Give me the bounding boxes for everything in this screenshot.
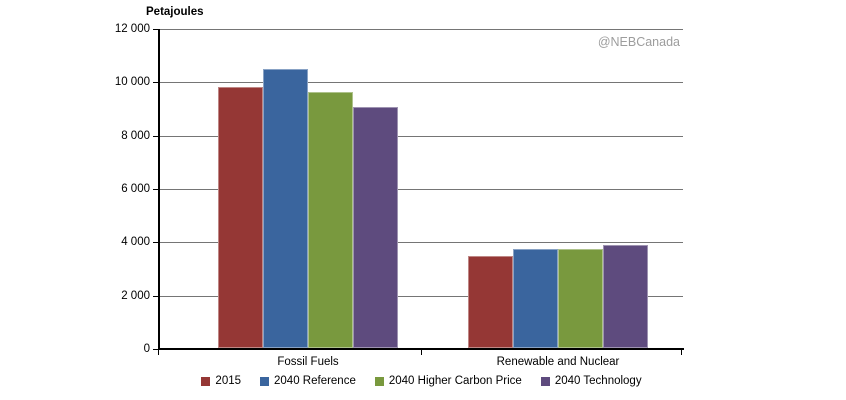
y-axis-tick-label: 6 000: [121, 182, 150, 195]
y-axis-tick: [153, 29, 158, 30]
bar: [353, 106, 398, 348]
legend-item: 2015: [201, 375, 241, 387]
gridline: [160, 135, 683, 137]
gridline: [160, 295, 683, 297]
legend-label: 2040 Reference: [274, 375, 356, 387]
x-axis-tick: [421, 350, 422, 355]
y-axis-tick-label: 10 000: [114, 75, 150, 88]
bar: [558, 249, 603, 348]
plot-area: 0 2 000 4 000 6 000 8 000 10 000 12 000 Fossil …: [115, 23, 684, 368]
y-axis-tick-label: 4 000: [121, 235, 150, 248]
bar: [218, 86, 263, 348]
legend-swatch-icon: [374, 376, 384, 386]
y-axis-tick: [153, 189, 158, 190]
category-label: Renewable and Nuclear: [496, 356, 620, 368]
watermark-text: @NEBCanada: [597, 35, 680, 49]
y-axis-tick-label: 0: [143, 342, 150, 355]
legend: 2015 2040 Reference 2040 Higher Carbon Pri…: [160, 375, 683, 387]
y-axis-tick-label: 2 000: [121, 289, 150, 302]
legend-label: 2015: [215, 375, 242, 387]
gridline: [160, 81, 683, 83]
y-axis-tick-label: 8 000: [121, 129, 150, 142]
legend-item: 2040 Technology: [540, 375, 642, 387]
y-axis-tick: [153, 349, 158, 350]
y-axis-line: [158, 29, 160, 350]
bar: [308, 92, 353, 348]
category-label: Fossil Fuels: [277, 356, 339, 368]
bar: [603, 245, 648, 348]
legend-label: 2040 Technology: [554, 375, 642, 387]
legend-item: 2040 Higher Carbon Price: [374, 375, 522, 387]
legend-swatch-icon: [260, 376, 270, 386]
y-axis-tick-label: 12 000: [114, 22, 150, 35]
gridline: [160, 28, 683, 30]
x-axis-line: [158, 348, 684, 350]
bar: [513, 249, 558, 348]
y-axis-tick: [153, 82, 158, 83]
y-axis-tick: [153, 136, 158, 137]
legend-swatch-icon: [201, 376, 211, 386]
legend-label: 2040 Higher Carbon Price: [388, 375, 522, 387]
y-axis-tick: [153, 296, 158, 297]
y-axis-title: Petajoules: [146, 6, 204, 18]
legend-item: 2040 Reference: [260, 375, 356, 387]
gridline: [160, 188, 683, 190]
y-axis-tick: [153, 242, 158, 243]
x-axis-tick: [158, 350, 159, 355]
bar: [263, 69, 308, 348]
gridline: [160, 241, 683, 243]
legend-swatch-icon: [540, 376, 550, 386]
bar: [468, 256, 513, 348]
x-axis-tick: [681, 350, 682, 355]
